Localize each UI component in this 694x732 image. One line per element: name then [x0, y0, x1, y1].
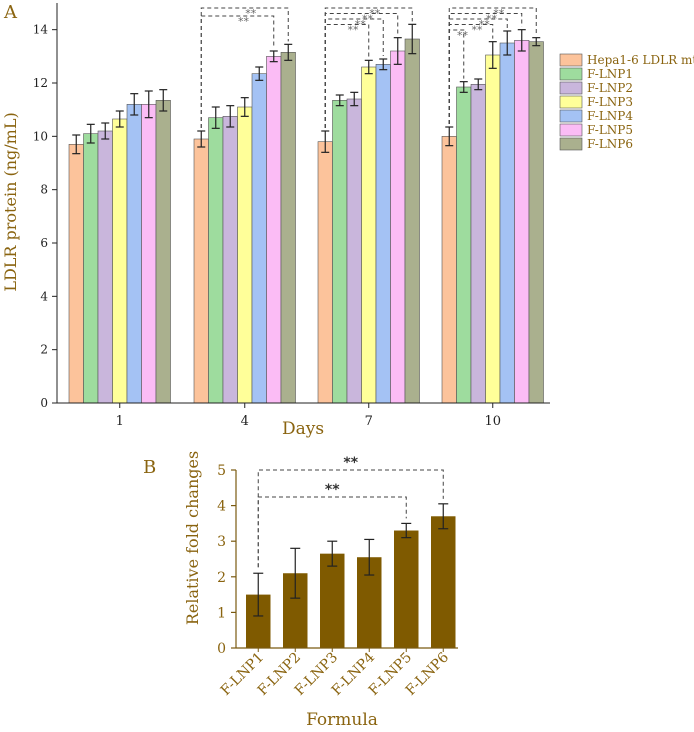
significance-label: **	[238, 15, 250, 28]
x-tick-label: 7	[365, 414, 373, 429]
significance-bracket	[200, 15, 275, 128]
legend-item-label: Hepa1-6 LDLR mt	[587, 53, 694, 67]
y-tick-label: 2	[40, 343, 48, 357]
y-tick-label: 4	[217, 499, 226, 515]
significance-bracket	[448, 29, 465, 124]
legend-item-label: F-LNP6	[587, 137, 633, 151]
bar-day10-f-lnp5	[514, 40, 530, 404]
significance-bracket	[324, 18, 384, 128]
legend-swatch	[559, 53, 583, 67]
y-tick-label: 14	[33, 23, 49, 37]
significance-label: **	[245, 7, 257, 20]
legend-item-label: F-LNP3	[587, 95, 633, 109]
bar-day1-f-lnp5	[141, 104, 157, 404]
legend-swatch	[559, 123, 583, 137]
significance-label: **	[472, 24, 484, 37]
panel-b-label: B	[143, 457, 156, 478]
bar-day1-f-lnp1	[83, 133, 99, 404]
bar-day4-f-lnp2	[222, 116, 238, 404]
bar-f-lnp6	[431, 516, 456, 648]
panel-b-significance: ****	[257, 455, 444, 568]
bar-day4-f-lnp6	[280, 52, 296, 404]
panel-a-legend: Hepa1-6 LDLR mtF-LNP1F-LNP2F-LNP3F-LNP4F…	[559, 53, 694, 151]
panel-a-bars	[68, 38, 544, 404]
bar-day10-f-lnp1	[456, 86, 472, 404]
significance-label: **	[362, 13, 374, 26]
legend-item-label: F-LNP2	[587, 81, 633, 95]
bar-day4-f-lnp1	[208, 117, 224, 404]
panel-b-bars	[246, 516, 456, 648]
panel-a-label: A	[3, 2, 18, 23]
bar-day7-f-lnp5	[390, 50, 406, 404]
significance-bracket	[324, 24, 370, 128]
bar-day10-f-lnp4	[499, 42, 515, 404]
panel-a-significance: **********************	[200, 7, 537, 128]
bar-day4-hepa1-6-ldlr-mt	[193, 138, 209, 404]
y-tick-label: 4	[40, 289, 48, 303]
bar-day7-f-lnp4	[375, 64, 391, 404]
panel-b-x-axis-label: Formula	[306, 710, 378, 730]
bar-day1-f-lnp3	[112, 118, 128, 404]
bar-f-lnp5	[394, 530, 419, 648]
y-tick-label: 5	[217, 463, 226, 479]
panel-a-error-bars	[72, 23, 541, 155]
legend-swatch	[559, 95, 583, 109]
significance-label: **	[348, 24, 360, 37]
legend-item-label: F-LNP5	[587, 123, 633, 137]
panel-b: B **** 012345F-LNP1F-LNP2F-LNP3F-LNP4F-L…	[143, 451, 458, 730]
bar-day4-f-lnp4	[251, 73, 267, 404]
y-tick-label: 10	[33, 129, 48, 143]
y-tick-label: 0	[217, 641, 226, 657]
significance-label: **	[457, 29, 469, 42]
bar-day1-f-lnp4	[126, 104, 142, 404]
significance-label: **	[343, 455, 358, 471]
legend-swatch	[559, 81, 583, 95]
bar-day4-f-lnp3	[237, 106, 253, 404]
y-tick-label: 6	[40, 236, 48, 250]
bar-day10-f-lnp6	[528, 41, 544, 404]
bar-day7-f-lnp1	[332, 100, 348, 404]
panel-b-error-bars	[253, 503, 449, 617]
panel-b-y-axis-label: Relative fold changes	[183, 451, 202, 625]
legend-swatch	[559, 109, 583, 123]
significance-bracket	[448, 13, 523, 124]
y-tick-label: 2	[217, 570, 226, 586]
bar-day1-hepa1-6-ldlr-mt	[68, 144, 84, 404]
x-tick-label: 4	[241, 414, 249, 429]
bar-day7-f-lnp3	[361, 66, 377, 404]
y-tick-label: 1	[217, 605, 226, 621]
bar-day10-f-lnp2	[470, 84, 486, 404]
x-tick-label: 10	[484, 414, 501, 429]
legend-swatch	[559, 137, 583, 151]
bar-day4-f-lnp5	[266, 56, 282, 404]
legend-swatch	[559, 67, 583, 81]
legend-item-label: F-LNP4	[587, 109, 633, 123]
significance-label: **	[493, 7, 505, 20]
bar-day7-hepa1-6-ldlr-mt	[317, 141, 333, 404]
legend-item-label: F-LNP1	[587, 67, 633, 81]
y-tick-label: 0	[40, 396, 48, 410]
y-tick-label: 12	[33, 76, 48, 90]
panel-a-x-axis-label: Days	[282, 419, 324, 439]
bar-day7-f-lnp6	[404, 38, 420, 404]
y-tick-label: 8	[40, 183, 48, 197]
bar-f-lnp3	[320, 553, 345, 648]
significance-bracket	[257, 469, 444, 568]
significance-label: **	[355, 18, 367, 31]
bar-day10-hepa1-6-ldlr-mt	[441, 136, 457, 404]
bar-day1-f-lnp6	[155, 100, 171, 404]
panel-a-y-axis-label: LDLR protein (ng/mL)	[1, 112, 20, 291]
bar-day10-f-lnp3	[485, 54, 501, 404]
y-tick-label: 3	[217, 534, 226, 550]
bar-day1-f-lnp2	[97, 130, 113, 404]
x-tick-label: 1	[116, 414, 124, 429]
significance-label: **	[325, 482, 340, 498]
bar-day7-f-lnp2	[346, 98, 362, 404]
